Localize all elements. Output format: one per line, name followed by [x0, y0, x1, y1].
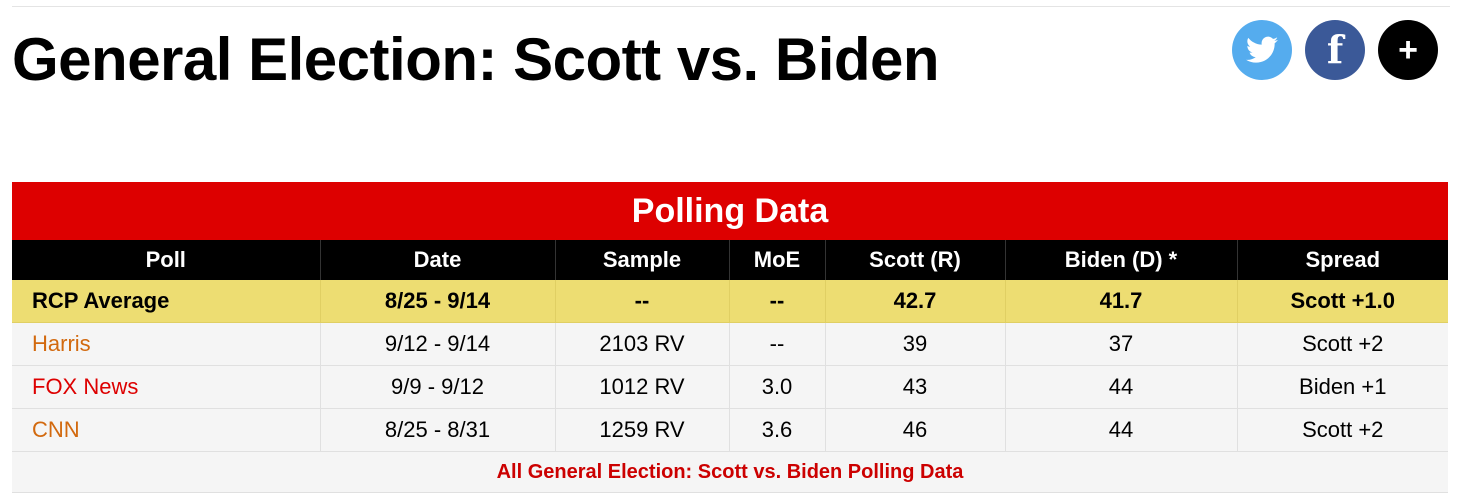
spread-value: Scott +2 [1237, 408, 1448, 452]
rcp-average-row: RCP Average 8/25 - 9/14 -- -- 42.7 41.7 … [12, 280, 1448, 323]
column-header-spread: Spread [1237, 240, 1448, 280]
pollster-link-fox-news[interactable]: FOX News [32, 374, 139, 399]
all-polling-data-link[interactable]: All General Election: Scott vs. Biden Po… [12, 452, 1448, 493]
page-title: General Election: Scott vs. Biden [12, 26, 940, 93]
more-share-button[interactable]: + [1378, 20, 1438, 80]
biden-value: 44 [1005, 408, 1238, 452]
spread-value: Biden +1 [1237, 365, 1448, 409]
poll-sample: 2103 RV [555, 322, 730, 366]
column-header-poll: Poll [12, 240, 321, 280]
poll-name-cell: Harris [12, 322, 321, 366]
column-header-date: Date [320, 240, 556, 280]
poll-moe: 3.6 [729, 408, 826, 452]
pollster-link-harris[interactable]: Harris [32, 331, 91, 356]
scott-value: 42.7 [825, 280, 1006, 323]
facebook-f-icon: f [1326, 27, 1344, 72]
poll-name-cell: FOX News [12, 365, 321, 409]
table-row: FOX News 9/9 - 9/12 1012 RV 3.0 43 44 Bi… [12, 365, 1448, 409]
pollster-link-cnn[interactable]: CNN [32, 417, 80, 442]
plus-icon: + [1398, 31, 1418, 69]
column-header-sample: Sample [555, 240, 730, 280]
table-row: CNN 8/25 - 8/31 1259 RV 3.6 46 44 Scott … [12, 408, 1448, 452]
scott-value: 43 [825, 365, 1006, 409]
poll-sample: 1259 RV [555, 408, 730, 452]
column-header-biden: Biden (D) * [1005, 240, 1238, 280]
poll-date: 8/25 - 8/31 [320, 408, 556, 452]
poll-moe: 3.0 [729, 365, 826, 409]
polling-data-table: Polling Data Poll Date Sample MoE Scott … [12, 182, 1448, 493]
poll-date: 9/9 - 9/12 [320, 365, 556, 409]
poll-date: 9/12 - 9/14 [320, 322, 556, 366]
twitter-share-button[interactable] [1232, 20, 1292, 80]
poll-date: 8/25 - 9/14 [320, 280, 556, 323]
poll-moe: -- [729, 280, 826, 323]
column-header-row: Poll Date Sample MoE Scott (R) Biden (D)… [12, 240, 1448, 280]
facebook-share-button[interactable]: f [1305, 20, 1365, 80]
poll-name-cell: CNN [12, 408, 321, 452]
table-row: Harris 9/12 - 9/14 2103 RV -- 39 37 Scot… [12, 322, 1448, 366]
column-header-moe: MoE [729, 240, 826, 280]
scott-value: 46 [825, 408, 1006, 452]
poll-sample: 1012 RV [555, 365, 730, 409]
scott-value: 39 [825, 322, 1006, 366]
polling-grid: Poll Date Sample MoE Scott (R) Biden (D)… [12, 240, 1448, 452]
spread-value: Scott +2 [1237, 322, 1448, 366]
twitter-bird-icon [1246, 36, 1278, 63]
table-title: Polling Data [12, 182, 1448, 240]
poll-name: RCP Average [12, 280, 321, 323]
poll-sample: -- [555, 280, 730, 323]
column-header-scott: Scott (R) [825, 240, 1006, 280]
biden-value: 44 [1005, 365, 1238, 409]
spread-value: Scott +1.0 [1237, 280, 1448, 323]
biden-value: 37 [1005, 322, 1238, 366]
top-divider [12, 6, 1450, 7]
poll-moe: -- [729, 322, 826, 366]
biden-value: 41.7 [1005, 280, 1238, 323]
